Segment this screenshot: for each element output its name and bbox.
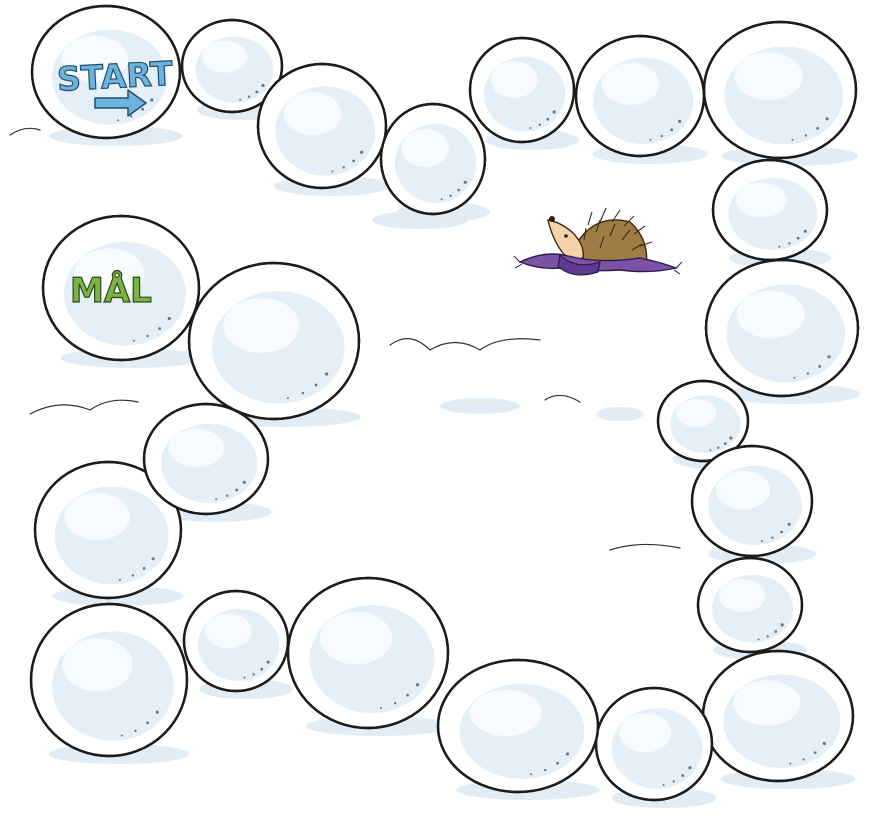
board-space[interactable]	[256, 62, 388, 190]
board-space[interactable]	[594, 686, 714, 802]
board-space[interactable]	[142, 402, 270, 516]
finish-label: MÅL	[70, 270, 152, 311]
board-space[interactable]	[690, 444, 814, 558]
board-space[interactable]	[182, 589, 290, 693]
hedgehog-token[interactable]	[513, 207, 683, 276]
start-space-label: START	[56, 53, 175, 117]
snowball-path	[29, 4, 860, 802]
board-space[interactable]	[436, 658, 600, 794]
board-space[interactable]	[187, 261, 361, 421]
board-space[interactable]	[656, 379, 750, 463]
board-space[interactable]	[379, 102, 487, 216]
snow-drift	[544, 394, 581, 403]
snow-patch	[596, 407, 644, 421]
snow-drift	[609, 543, 681, 551]
board-space[interactable]	[574, 34, 706, 158]
arrow-right-icon	[94, 89, 147, 117]
finish-space-label: MÅL	[69, 269, 152, 311]
board-space[interactable]	[286, 576, 450, 730]
snow-patch	[440, 398, 520, 414]
board-space[interactable]	[33, 460, 183, 600]
snow-drift	[9, 127, 41, 136]
board-space[interactable]	[711, 158, 829, 262]
board-space[interactable]	[29, 602, 189, 758]
board-space[interactable]	[704, 258, 860, 398]
snow-patch	[372, 211, 468, 229]
board-space[interactable]	[696, 556, 804, 654]
board-space[interactable]	[701, 649, 855, 783]
finish-space[interactable]	[41, 214, 201, 362]
snow-drift	[29, 399, 139, 415]
board-space[interactable]	[468, 36, 576, 144]
start-label: START	[56, 54, 174, 99]
snow-drift	[389, 338, 541, 351]
board-space[interactable]	[702, 20, 858, 160]
board-space[interactable]	[180, 18, 284, 114]
